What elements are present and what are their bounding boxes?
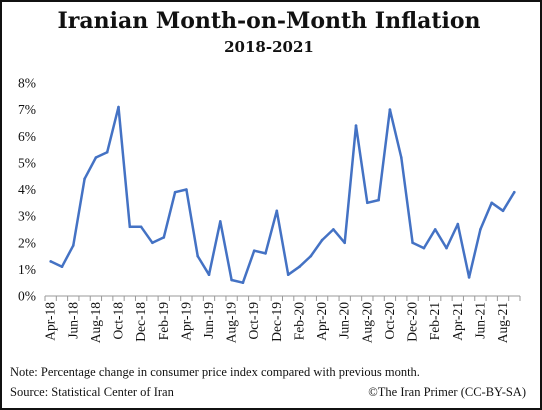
y-tick-label: 8% bbox=[18, 76, 36, 91]
data-point bbox=[94, 156, 98, 159]
inflation-series-line bbox=[49, 105, 516, 284]
data-point bbox=[241, 281, 245, 285]
x-tick-label: Apr-20 bbox=[314, 302, 329, 341]
data-point bbox=[366, 201, 369, 205]
data-point bbox=[354, 124, 358, 127]
x-tick-label: Aug-18 bbox=[88, 302, 103, 343]
data-point bbox=[139, 225, 143, 229]
data-point bbox=[422, 246, 426, 250]
data-point bbox=[128, 225, 132, 229]
x-tick-label: Apr-19 bbox=[178, 302, 193, 341]
data-point bbox=[275, 209, 279, 213]
data-point bbox=[513, 190, 516, 194]
data-point bbox=[185, 188, 188, 191]
data-point bbox=[433, 228, 437, 231]
x-axis: Apr-18 Jun-18 Aug-18 Oct-18 Dec-18 Feb-19 Apr-… bbox=[43, 295, 521, 343]
data-point bbox=[151, 241, 154, 245]
x-tick-label: Feb-21 bbox=[427, 302, 442, 340]
data-point bbox=[72, 244, 75, 247]
y-tick-label: 3% bbox=[18, 209, 36, 224]
x-tick-label: Apr-18 bbox=[43, 302, 58, 341]
data-point bbox=[411, 241, 414, 245]
x-tick-label: Jun-21 bbox=[472, 302, 487, 339]
x-tick-label: Aug-21 bbox=[495, 302, 510, 343]
y-tick-label: 2% bbox=[18, 235, 36, 250]
y-tick-label: 0% bbox=[18, 289, 36, 304]
data-point bbox=[219, 220, 222, 223]
x-tick-label: Dec-19 bbox=[269, 302, 284, 342]
data-point bbox=[298, 265, 301, 269]
x-tick-label: Oct-19 bbox=[246, 302, 261, 340]
x-tick-label: Jun-20 bbox=[337, 302, 352, 339]
data-point bbox=[286, 273, 290, 277]
data-point bbox=[252, 249, 256, 252]
y-tick-label: 7% bbox=[18, 102, 36, 117]
chart-title: Iranian Month-on-Month Inflation bbox=[57, 8, 481, 34]
x-tick-label: Feb-19 bbox=[156, 302, 171, 340]
y-tick-label: 5% bbox=[18, 155, 36, 170]
data-point bbox=[173, 190, 177, 194]
data-point bbox=[320, 238, 324, 242]
data-point bbox=[309, 254, 313, 258]
data-point bbox=[332, 228, 335, 231]
data-point bbox=[83, 177, 86, 181]
x-tick-label: Feb-20 bbox=[291, 302, 306, 340]
data-point bbox=[377, 198, 380, 202]
data-point bbox=[490, 201, 494, 205]
x-tick-label: Aug-19 bbox=[224, 302, 239, 343]
data-point bbox=[207, 273, 211, 277]
data-point bbox=[162, 236, 166, 239]
data-point bbox=[230, 278, 233, 282]
credit-text: ©The Iran Primer (CC-BY-SA) bbox=[368, 385, 526, 399]
y-tick-label: 1% bbox=[18, 262, 36, 277]
data-point bbox=[479, 228, 482, 231]
note-text: Note: Percentage change in consumer pric… bbox=[10, 365, 420, 379]
data-point bbox=[445, 246, 448, 250]
data-point bbox=[388, 108, 392, 111]
x-tick-label: Oct-20 bbox=[382, 302, 397, 340]
x-tick-label: Jun-18 bbox=[65, 302, 80, 339]
y-axis: 0% 1% 2% 3% 4% 5% 6% 7% 8% bbox=[18, 76, 36, 304]
data-point bbox=[400, 156, 403, 159]
data-point bbox=[501, 209, 505, 213]
y-tick-label: 6% bbox=[18, 129, 36, 144]
data-point bbox=[456, 222, 460, 226]
x-tick-label: Oct-18 bbox=[111, 302, 126, 340]
data-point bbox=[49, 260, 52, 263]
data-point bbox=[196, 254, 199, 258]
x-tick-label: Aug-20 bbox=[359, 302, 374, 343]
data-point bbox=[105, 150, 109, 154]
x-tick-label: Dec-20 bbox=[405, 302, 420, 342]
x-tick-label: Dec-18 bbox=[133, 302, 148, 342]
data-point bbox=[117, 105, 120, 109]
x-tick-label: Jun-19 bbox=[201, 302, 216, 339]
x-tick-label: Apr-21 bbox=[450, 302, 465, 341]
source-text: Source: Statistical Center of Iran bbox=[10, 385, 174, 399]
data-point bbox=[264, 252, 267, 255]
series-group bbox=[49, 105, 516, 285]
chart-subtitle: 2018-2021 bbox=[224, 38, 314, 56]
data-point bbox=[343, 241, 347, 245]
data-point bbox=[60, 265, 64, 269]
y-tick-label: 4% bbox=[18, 182, 36, 197]
data-point bbox=[467, 276, 471, 279]
